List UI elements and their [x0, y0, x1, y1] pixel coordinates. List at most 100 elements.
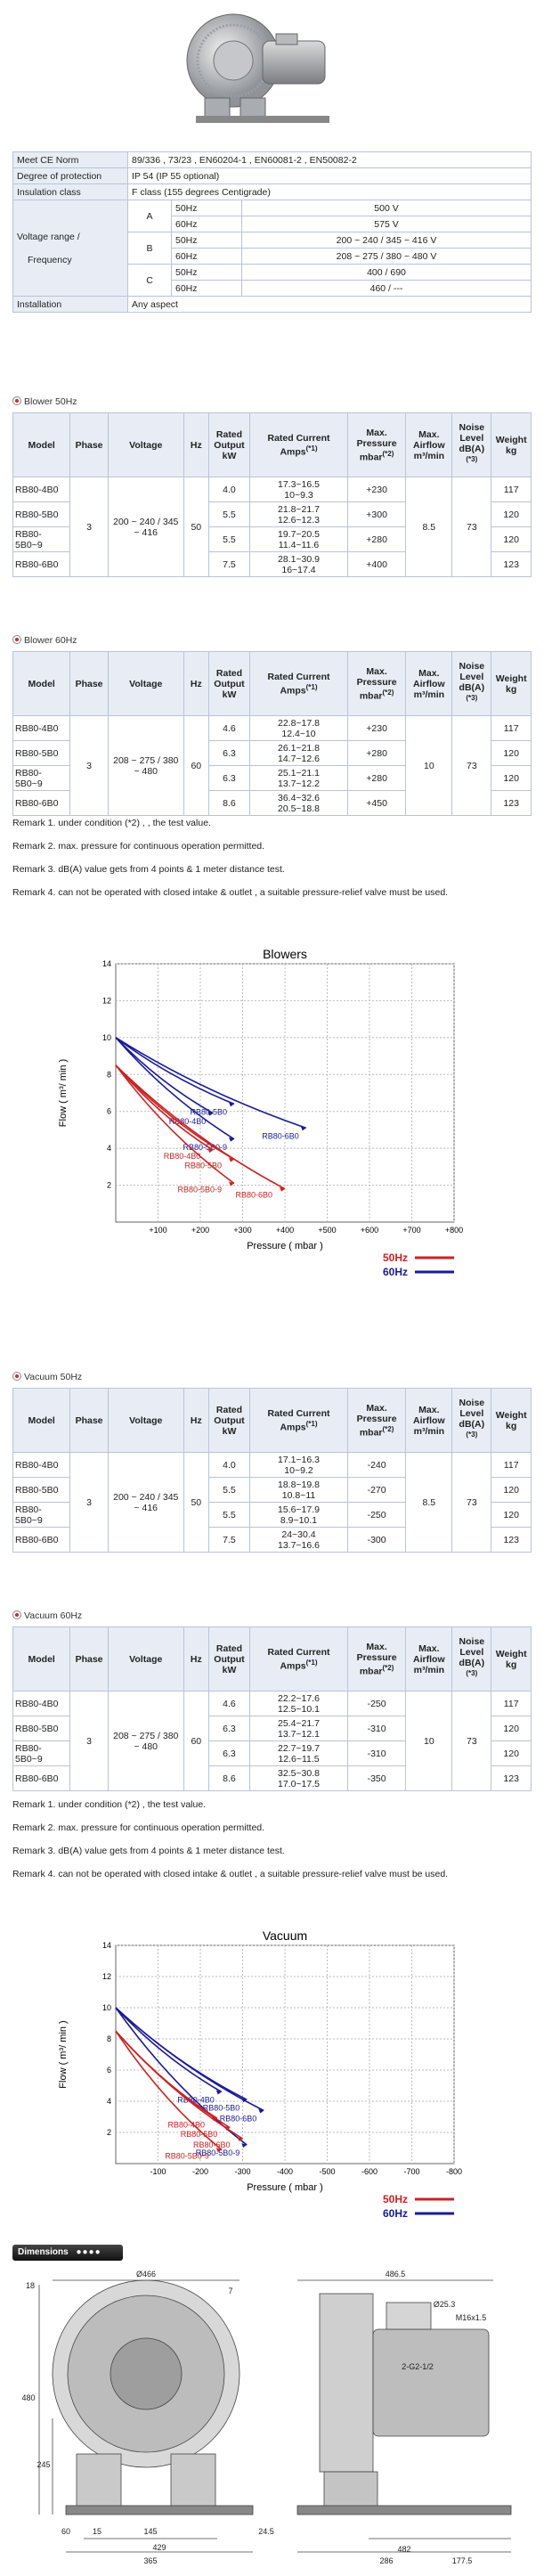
series-label: RB80-5B0-9 — [165, 2151, 209, 2160]
table-cell: 120 — [491, 1502, 532, 1528]
table-cell: -250 — [346, 1502, 407, 1528]
bullet-icon — [12, 635, 21, 644]
column-header: Noise Level dB(A)(*3) — [451, 412, 492, 477]
table-cell: -240 — [346, 1452, 407, 1478]
table-row: RB80-5B0 5.5 21.8~21.7 12.6~12.3 +300 120 — [12, 501, 532, 527]
x-tick-label: -100 — [150, 2167, 166, 2176]
y-tick-label: 8 — [107, 1070, 111, 1079]
x-tick-label: -500 — [319, 2167, 335, 2176]
x-tick-label: -300 — [234, 2167, 250, 2176]
table-row: RB80-5B0~9 6.3 25.1~21.1 13.7~12.2 +280 120 — [12, 765, 532, 791]
dimension-label: Ø25.3 — [434, 2300, 456, 2309]
series-line — [115, 2007, 223, 2093]
dimension-label: 7 — [228, 2287, 232, 2295]
dimension-label: 18 — [26, 2281, 35, 2290]
remark: Remark 1. under condition (*2) , the tes… — [12, 1799, 207, 1810]
voltage-hz: 60Hz — [171, 280, 242, 297]
voltage-group: C — [127, 264, 172, 297]
spec-key: Insulation class — [12, 183, 128, 200]
x-tick-label: +600 — [361, 1226, 378, 1235]
voltage-hz: 50Hz — [171, 232, 242, 249]
remark: Remark 3. dB(A) value gets from 4 points… — [12, 864, 285, 875]
dimension-label: 486.5 — [386, 2270, 406, 2278]
table-cell: -270 — [346, 1477, 407, 1503]
table-cell: -310 — [346, 1716, 407, 1741]
table-cell: 117 — [491, 715, 532, 741]
column-header: Voltage — [107, 1626, 184, 1692]
column-header: Weight kg — [491, 1626, 532, 1692]
column-header: Voltage — [107, 651, 184, 716]
series-label: RB80-6B0 — [235, 1191, 272, 1200]
spec-key: Installation — [12, 296, 128, 313]
column-header: Phase — [69, 412, 109, 477]
table-row: RB80-4B0 3 208 ~ 275 / 380 ~ 480 60 4.6 22.2~… — [12, 1691, 532, 1791]
table-cell: 25.4~21.7 13.7~12.1 — [249, 1716, 348, 1741]
y-tick-label: 4 — [107, 2097, 111, 2106]
column-header: Max. Pressure mbar(*2) — [346, 1626, 407, 1692]
table-cell: +400 — [346, 551, 407, 577]
dots-icon: ●●●● — [76, 2247, 101, 2257]
x-tick-label: -400 — [277, 2167, 293, 2176]
bullet-icon — [12, 396, 21, 405]
table-cell: 4.0 — [207, 1452, 251, 1478]
dimension-label: 245 — [37, 2460, 50, 2469]
series-label: RB80-5B0-9 — [177, 1186, 222, 1194]
series-label: RB80-6B0 — [262, 1131, 299, 1140]
table-cell: +450 — [346, 790, 407, 816]
table-cell: 73 — [451, 715, 492, 816]
table-cell: 200 ~ 240 / 345 ~ 416 — [107, 1452, 184, 1553]
arrow-marker — [229, 1102, 234, 1107]
table-cell: RB80-4B0 — [12, 715, 71, 741]
spec-key: Meet CE Norm — [12, 151, 128, 168]
series-label: RB80-5B0 — [203, 2103, 240, 2112]
voltage-frequency-label: Voltage range / Frequency — [12, 200, 128, 297]
table-row: RB80-4B0 3 208 ~ 275 / 380 ~ 480 60 4.6 22.8~… — [12, 715, 532, 816]
column-header: Noise Level dB(A)(*3) — [451, 1388, 492, 1453]
series-line — [115, 1037, 235, 1140]
x-tick-label: +800 — [445, 1226, 463, 1235]
series-label: RB80-6B0 — [193, 2140, 231, 2149]
arrow-marker — [300, 1126, 306, 1131]
arrow-marker — [229, 1181, 234, 1186]
series-line — [115, 1037, 214, 1114]
y-tick-label: 6 — [107, 1107, 111, 1116]
remark: Remark 4. can not be operated with close… — [12, 887, 449, 898]
table-cell: 6.3 — [207, 1740, 251, 1766]
y-tick-label: 4 — [107, 1144, 111, 1153]
dimension-label: 480 — [21, 2393, 35, 2402]
column-header: Model — [12, 412, 71, 477]
voltage-hz: 50Hz — [171, 200, 242, 216]
column-header: Weight kg — [491, 1388, 532, 1453]
column-header: Weight kg — [491, 651, 532, 716]
x-tick-label: +700 — [402, 1226, 420, 1235]
column-header: Hz — [183, 651, 209, 716]
dimension-label: 15 — [93, 2527, 101, 2536]
table-cell: 3 — [69, 1452, 109, 1553]
column-header: Max. Airflow m³/min — [405, 412, 453, 477]
y-tick-label: 2 — [107, 1181, 111, 1190]
table-cell: 60 — [183, 715, 209, 816]
series-label: RB80-5B0-9 — [183, 1143, 227, 1152]
table-cell: 18.8~19.8 10.8~11 — [249, 1477, 348, 1503]
table-cell: 5.5 — [207, 1477, 251, 1503]
spec-table: Meet CE Norm 89/336 , 73/23 , EN60204-1 ,… — [12, 151, 532, 313]
column-header: Model — [12, 651, 71, 716]
table-cell: 6.3 — [207, 1716, 251, 1741]
table-cell: 8.5 — [405, 1452, 453, 1553]
table-cell: 208 ~ 275 / 380 ~ 480 — [107, 715, 184, 816]
table-cell: 4.6 — [207, 1691, 251, 1716]
chart-title: Blowers — [263, 947, 307, 961]
table-cell: +230 — [346, 477, 407, 502]
x-tick-label: -600 — [361, 2167, 378, 2176]
table-cell: +230 — [346, 715, 407, 741]
table-cell: 120 — [491, 1477, 532, 1503]
table-cell: 4.0 — [207, 477, 251, 502]
dimensions-title: Dimensions — [18, 2247, 69, 2257]
product-photo — [186, 13, 329, 123]
table-cell: RB80-5B0~9 — [12, 765, 71, 791]
series-line — [115, 1037, 307, 1129]
column-header: Noise Level dB(A)(*3) — [451, 651, 492, 716]
voltage-value: 208 ~ 275 / 380 ~ 480 V — [241, 248, 532, 265]
column-header: Rated Current Amps(*1) — [249, 1626, 348, 1692]
voltage-hz: 50Hz — [171, 264, 242, 281]
